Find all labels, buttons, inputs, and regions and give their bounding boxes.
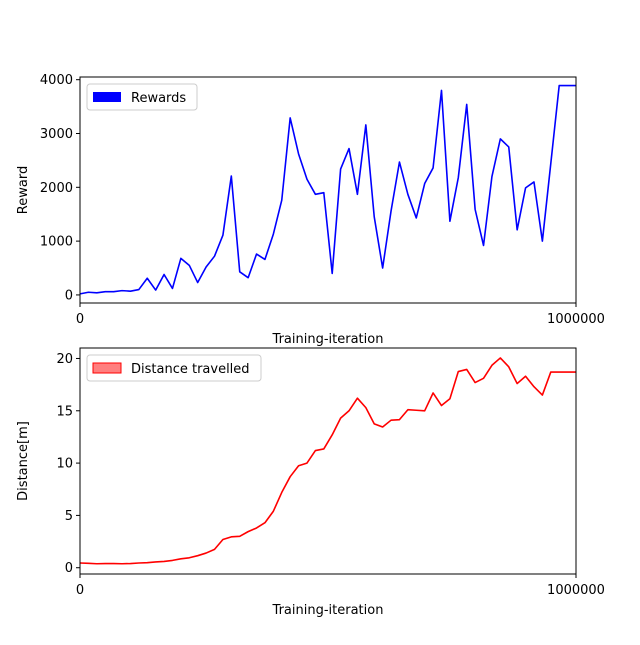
x-tick-label: 1000000	[547, 312, 605, 327]
x-axis-label: Training-iteration	[272, 332, 384, 347]
y-tick-label: 2000	[40, 181, 73, 196]
chart-panel-2: 0 5 10 15 20 0 1000000 Training-iteration Distan…	[16, 347, 605, 618]
x-tick-label: 0	[76, 583, 84, 598]
legend: Rewards	[86, 83, 198, 111]
y-axis-label: Reward	[16, 166, 31, 214]
y-tick-label: 15	[56, 404, 73, 419]
legend: Distance travelled	[86, 354, 262, 382]
legend-label: Rewards	[131, 91, 186, 106]
series-line-1	[79, 357, 576, 565]
series-line-1	[79, 84, 576, 295]
y-tick-label: 3000	[40, 127, 73, 142]
y-tick-label: 10	[56, 457, 73, 472]
plot-frame	[79, 347, 577, 575]
y-tick-label: 4000	[40, 73, 73, 88]
legend-label: Distance travelled	[131, 362, 250, 377]
legend-box	[86, 83, 198, 111]
y-axis-label: Distance[m]	[16, 421, 31, 501]
chart-panel-1: 0 1000 2000 3000 4000 0 1000000 Training-iterat…	[16, 73, 605, 347]
y-tick-label: 1000	[40, 235, 73, 250]
legend-swatch	[93, 92, 121, 102]
y-tick-label: 5	[65, 509, 73, 524]
x-tick-label: 1000000	[547, 583, 605, 598]
legend-box	[86, 354, 262, 382]
y-tick-label: 0	[65, 561, 73, 576]
plot-frame	[79, 76, 577, 304]
y-tick-label: 0	[65, 288, 73, 303]
legend-swatch	[92, 362, 122, 374]
y-tick-label: 20	[56, 352, 73, 367]
x-axis-label: Training-iteration	[272, 603, 384, 618]
x-tick-label: 0	[76, 312, 84, 327]
